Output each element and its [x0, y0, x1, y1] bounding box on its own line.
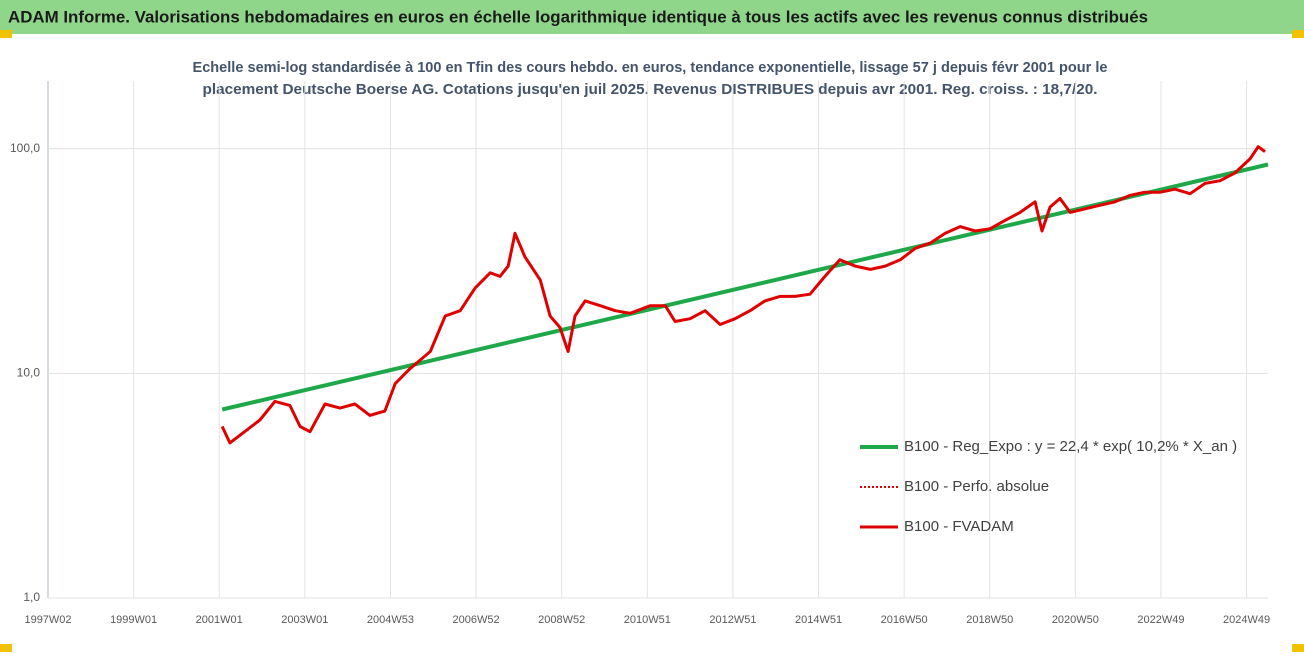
x-tick-label: 2003W01 — [281, 614, 328, 626]
series-line — [220, 145, 1266, 445]
x-tick-label: 1999W01 — [110, 614, 157, 626]
x-tick-label: 2001W01 — [196, 614, 243, 626]
y-tick-label: 1,0 — [23, 590, 40, 604]
legend-label: B100 - FVADAM — [904, 518, 1014, 535]
x-tick-label: 2010W51 — [624, 614, 671, 626]
corner — [0, 644, 12, 652]
x-tick-label: 2016W50 — [881, 614, 928, 626]
x-tick-label: 2006W52 — [453, 614, 500, 626]
x-tick-label: 2014W51 — [795, 614, 842, 626]
corner — [0, 30, 12, 38]
y-tick-label: 100,0 — [10, 141, 40, 155]
chart-subtitle: Echelle semi-log standardisée à 100 en T… — [193, 59, 1108, 76]
x-tick-label: 1997W02 — [24, 614, 71, 626]
x-tick-label: 2020W50 — [1052, 614, 1099, 626]
legend-label: B100 - Reg_Expo : y = 22,4 * exp( 10,2% … — [904, 438, 1237, 455]
x-tick-label: 2004W53 — [367, 614, 414, 626]
chart-subtitle: placement Deutsche Boerse AG. Cotations … — [203, 81, 1098, 98]
header-bar — [0, 0, 1304, 34]
corner — [1292, 644, 1304, 652]
y-tick-label: 10,0 — [17, 365, 41, 379]
x-tick-label: 2024W49 — [1223, 614, 1270, 626]
x-tick-label: 2018W50 — [966, 614, 1013, 626]
x-tick-label: 2008W52 — [538, 614, 585, 626]
x-tick-label: 2012W51 — [709, 614, 756, 626]
x-tick-label: 2022W49 — [1137, 614, 1184, 626]
chart-title: ADAM Informe. Valorisations hebdomadaire… — [8, 7, 1148, 26]
corner — [1292, 30, 1304, 38]
legend-label: B100 - Perfo. absolue — [904, 478, 1049, 495]
